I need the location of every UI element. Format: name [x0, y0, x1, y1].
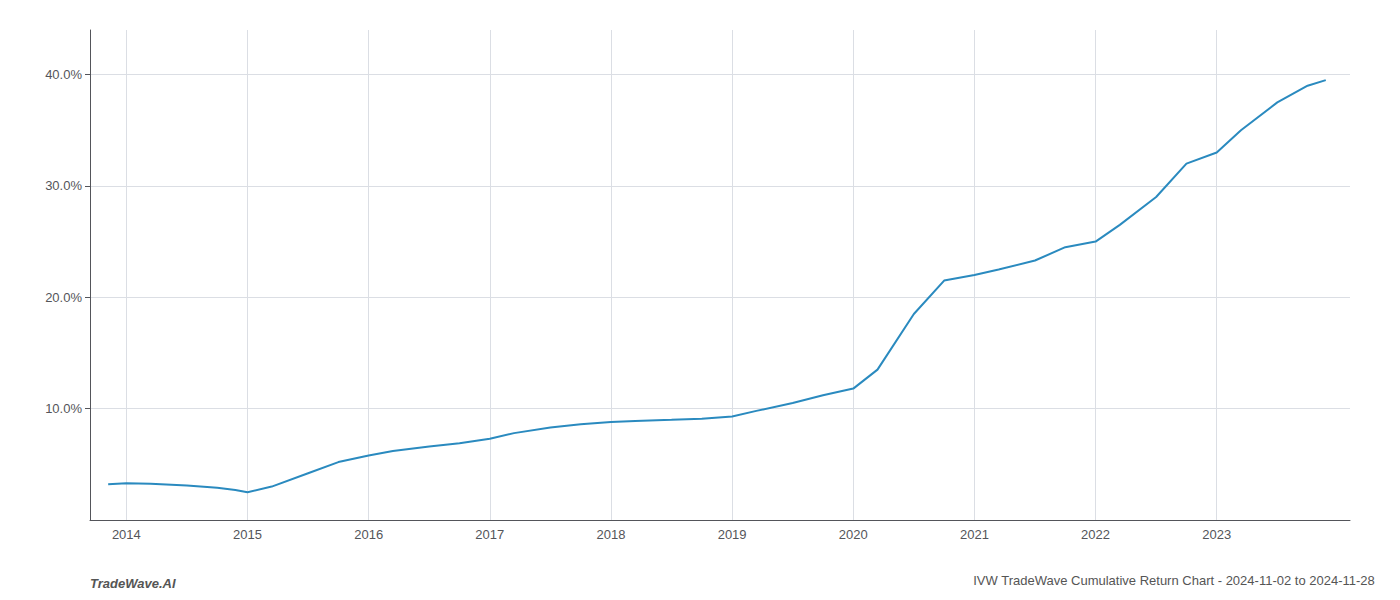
svg-text:2020: 2020 [839, 527, 868, 542]
svg-text:IVW TradeWave Cumulative Retur: IVW TradeWave Cumulative Return Chart - … [973, 573, 1375, 588]
svg-text:40.0%: 40.0% [45, 67, 82, 82]
svg-text:TradeWave.AI: TradeWave.AI [90, 576, 176, 591]
svg-text:30.0%: 30.0% [45, 178, 82, 193]
svg-text:2014: 2014 [112, 527, 141, 542]
svg-text:2022: 2022 [1081, 527, 1110, 542]
svg-text:2016: 2016 [354, 527, 383, 542]
svg-text:20.0%: 20.0% [45, 290, 82, 305]
svg-text:2017: 2017 [475, 527, 504, 542]
svg-text:2023: 2023 [1202, 527, 1231, 542]
svg-text:10.0%: 10.0% [45, 401, 82, 416]
svg-text:2021: 2021 [960, 527, 989, 542]
svg-text:2015: 2015 [233, 527, 262, 542]
svg-text:2018: 2018 [597, 527, 626, 542]
svg-text:2019: 2019 [718, 527, 747, 542]
